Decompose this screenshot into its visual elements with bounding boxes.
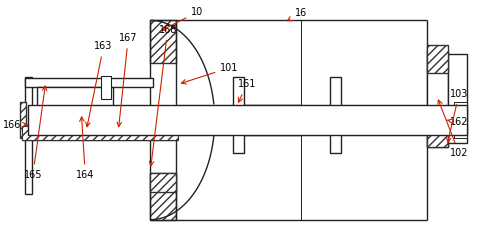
Bar — [448, 54, 466, 143]
Text: 161: 161 — [238, 79, 256, 102]
Bar — [101, 76, 111, 99]
Bar — [454, 102, 466, 138]
Text: 166: 166 — [3, 120, 28, 130]
Bar — [114, 118, 133, 133]
Text: 102: 102 — [438, 100, 468, 158]
Text: 163: 163 — [86, 42, 113, 127]
Text: 167: 167 — [117, 33, 138, 127]
Bar — [330, 77, 340, 153]
Bar — [22, 126, 178, 140]
Bar — [24, 78, 153, 87]
Bar — [427, 50, 448, 147]
Text: 164: 164 — [76, 117, 94, 180]
Bar — [150, 173, 176, 220]
Text: 165: 165 — [24, 86, 47, 180]
Text: 162: 162 — [447, 117, 468, 127]
Bar — [427, 45, 448, 72]
Bar — [150, 20, 176, 63]
Bar — [20, 102, 26, 138]
Text: 103: 103 — [446, 89, 468, 142]
Text: 168: 168 — [150, 25, 177, 166]
Bar — [150, 173, 176, 192]
Text: 10: 10 — [162, 7, 203, 30]
Bar — [28, 105, 466, 135]
Bar — [38, 87, 114, 106]
Text: 101: 101 — [182, 63, 238, 84]
Bar — [234, 77, 244, 153]
Bar — [301, 105, 330, 135]
Bar — [24, 77, 32, 193]
Bar — [427, 120, 448, 147]
Text: 16: 16 — [288, 8, 307, 21]
